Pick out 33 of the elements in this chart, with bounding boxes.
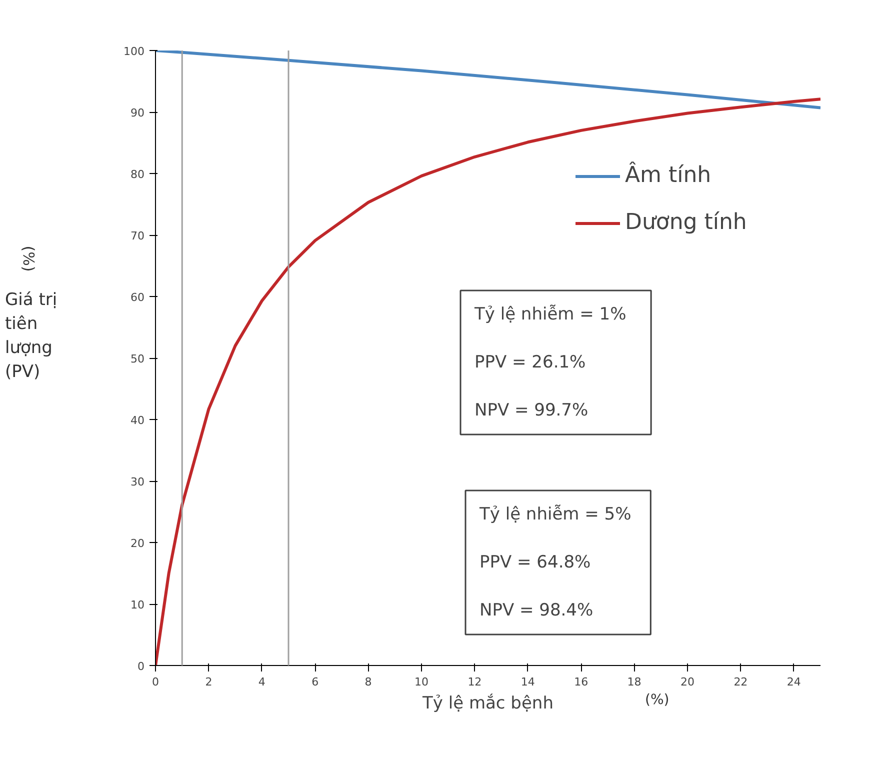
x-tick-label: 6 bbox=[312, 676, 319, 688]
x-tick-label: 0 bbox=[152, 676, 159, 688]
y-tick-label: 60 bbox=[130, 291, 145, 304]
y-tick-label: 20 bbox=[130, 537, 145, 550]
y-axis-title: Giá trị tiên lượng (PV) bbox=[5, 289, 58, 384]
x-tick-label: 2 bbox=[205, 676, 212, 688]
text: (%) bbox=[645, 691, 670, 710]
x-tick-label: 8 bbox=[364, 676, 372, 688]
y-tick-label: 80 bbox=[130, 168, 145, 181]
y-tick-label: 10 bbox=[130, 598, 145, 612]
y-tick-label: 50 bbox=[130, 352, 145, 366]
x-tick-label: 18 bbox=[627, 676, 642, 688]
x-tick-label: 22 bbox=[734, 676, 748, 688]
x-tick-label: 10 bbox=[414, 676, 428, 688]
text: (%) bbox=[18, 246, 39, 274]
x-axis-title: Tỷ lệ mắc bệnh bbox=[422, 694, 554, 714]
y-tick-label: 0 bbox=[138, 660, 144, 673]
x-tick-label: 24 bbox=[786, 676, 801, 688]
y-tick-label: 90 bbox=[130, 106, 145, 120]
y-tick-label: 30 bbox=[130, 476, 145, 488]
x-tick-label: 14 bbox=[520, 676, 535, 688]
legend-label: Âm tính bbox=[625, 163, 712, 188]
y-tick-label: 70 bbox=[130, 230, 145, 242]
x-tick-label: 4 bbox=[258, 676, 266, 688]
x-tick-label: 12 bbox=[468, 676, 482, 688]
text: Tỷ lệ nhiễm = 1% PPV = 26.1% NPV = 99.7% bbox=[474, 304, 626, 420]
x-tick-label: 20 bbox=[680, 676, 694, 688]
line-series bbox=[156, 50, 820, 110]
y-tick-label: 100 bbox=[124, 45, 145, 58]
y-tick-label: 40 bbox=[130, 414, 145, 427]
legend-label: Dương tính bbox=[625, 210, 747, 235]
text: Tỷ lệ nhiễm = 5% PPV = 64.8% NPV = 98.4% bbox=[480, 504, 632, 620]
x-tick-label: 16 bbox=[574, 676, 588, 688]
